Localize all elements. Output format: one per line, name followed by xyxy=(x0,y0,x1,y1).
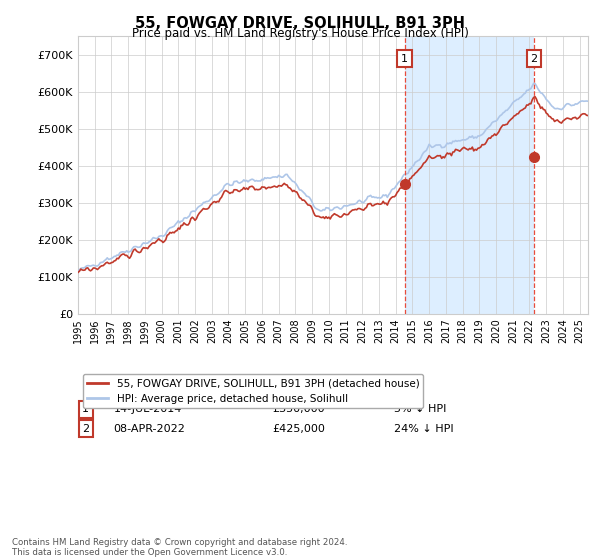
Text: 2: 2 xyxy=(530,54,538,64)
Text: 24% ↓ HPI: 24% ↓ HPI xyxy=(394,423,454,433)
Text: £425,000: £425,000 xyxy=(272,423,325,433)
Legend: 55, FOWGAY DRIVE, SOLIHULL, B91 3PH (detached house), HPI: Average price, detach: 55, FOWGAY DRIVE, SOLIHULL, B91 3PH (det… xyxy=(83,374,424,408)
Text: 08-APR-2022: 08-APR-2022 xyxy=(114,423,185,433)
Text: 5% ↓ HPI: 5% ↓ HPI xyxy=(394,404,446,414)
Text: Contains HM Land Registry data © Crown copyright and database right 2024.
This d: Contains HM Land Registry data © Crown c… xyxy=(12,538,347,557)
Bar xyxy=(405,36,534,314)
Text: Price paid vs. HM Land Registry's House Price Index (HPI): Price paid vs. HM Land Registry's House … xyxy=(131,27,469,40)
Text: 55, FOWGAY DRIVE, SOLIHULL, B91 3PH: 55, FOWGAY DRIVE, SOLIHULL, B91 3PH xyxy=(135,16,465,31)
Text: 1: 1 xyxy=(82,404,89,414)
Text: 2: 2 xyxy=(82,423,89,433)
Text: £350,000: £350,000 xyxy=(272,404,325,414)
Text: 14-JUL-2014: 14-JUL-2014 xyxy=(114,404,182,414)
Text: 1: 1 xyxy=(401,54,408,64)
